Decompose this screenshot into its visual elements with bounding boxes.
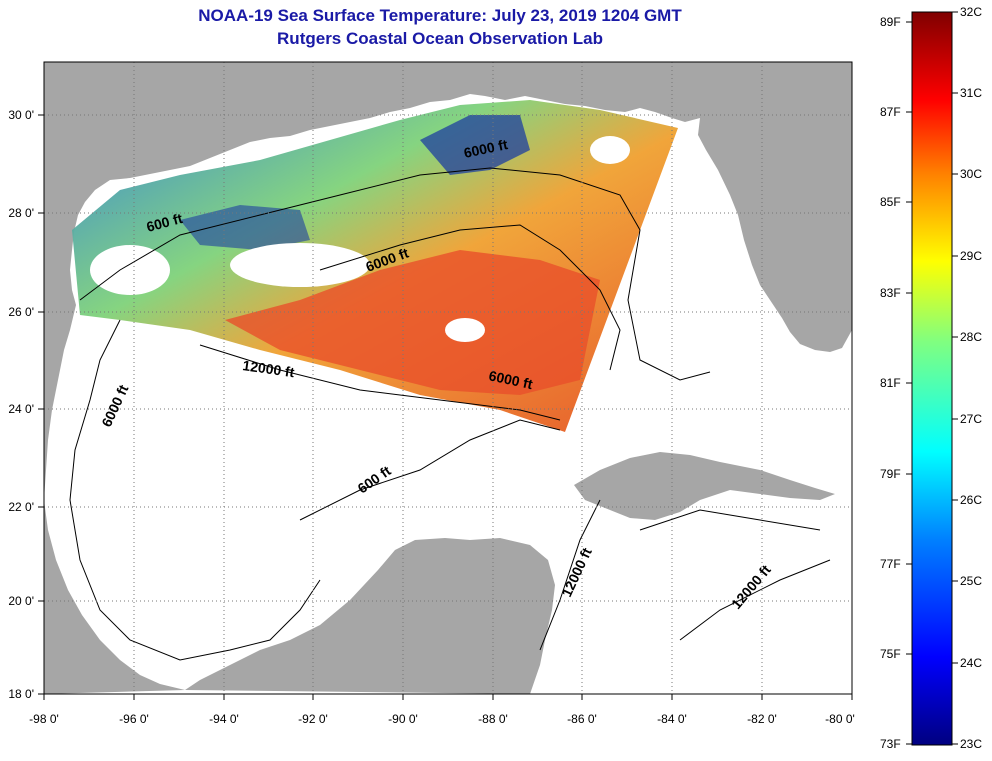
land-florida bbox=[698, 66, 852, 352]
colorbar-label-c: 28C bbox=[960, 330, 982, 344]
colorbar-label-c: 29C bbox=[960, 249, 982, 263]
colorbar-label-c: 23C bbox=[960, 737, 982, 751]
lat-label: 30 0' bbox=[8, 108, 34, 122]
contour-12000ft bbox=[679, 559, 831, 641]
contour-600ft bbox=[79, 167, 711, 381]
colorbar-label-c: 31C bbox=[960, 86, 982, 100]
contour-600ft bbox=[299, 419, 561, 521]
colorbar-label-f: 77F bbox=[880, 557, 901, 571]
cloud-gap bbox=[445, 318, 485, 342]
lat-label: 26 0' bbox=[8, 305, 34, 319]
colorbar bbox=[911, 11, 953, 746]
lat-label: 18 0' bbox=[8, 687, 34, 701]
latitude-labels: 30 0' 28 0' 26 0' 24 0' 22 0' 20 0' 18 0… bbox=[8, 108, 34, 701]
chart-title: NOAA-19 Sea Surface Temperature: July 23… bbox=[198, 6, 682, 25]
colorbar-label-f: 75F bbox=[880, 647, 901, 661]
sst-cool-nearshore bbox=[420, 115, 530, 175]
contour-label: 12000 ft bbox=[242, 357, 296, 380]
colorbar-label-f: 73F bbox=[880, 737, 901, 751]
cloud-gap bbox=[90, 245, 170, 295]
contour-12000ft bbox=[199, 344, 561, 421]
lon-label: -84 0' bbox=[657, 712, 687, 726]
lon-label: -92 0' bbox=[298, 712, 328, 726]
contour-6000ft bbox=[319, 224, 621, 371]
chart-subtitle: Rutgers Coastal Ocean Observation Lab bbox=[277, 29, 603, 48]
colorbar-label-c: 32C bbox=[960, 5, 982, 19]
map-frame bbox=[43, 61, 853, 695]
map-gridlines bbox=[44, 62, 852, 694]
colorbar-label-f: 81F bbox=[880, 376, 901, 390]
lon-label: -94 0' bbox=[209, 712, 239, 726]
colorbar-label-c: 25C bbox=[960, 574, 982, 588]
lon-label: -96 0' bbox=[119, 712, 149, 726]
lon-label: -80 0' bbox=[825, 712, 855, 726]
lon-label: -86 0' bbox=[567, 712, 597, 726]
colorbar-label-c: 27C bbox=[960, 412, 982, 426]
colorbar-label-c: 26C bbox=[960, 493, 982, 507]
colorbar-ticks bbox=[906, 11, 958, 745]
axis-ticks bbox=[38, 114, 853, 700]
colorbar-label-f: 85F bbox=[880, 195, 901, 209]
bathymetry-contours bbox=[69, 167, 831, 661]
colorbar-celsius-labels: 32C 31C 30C 29C 28C 27C 26C 25C 24C 23C bbox=[960, 5, 982, 751]
lat-label: 20 0' bbox=[8, 594, 34, 608]
colorbar-label-f: 87F bbox=[880, 105, 901, 119]
cloud-gap bbox=[590, 136, 630, 164]
colorbar-fahrenheit-labels: 89F 87F 85F 83F 81F 79F 77F 75F 73F bbox=[880, 15, 901, 751]
contour-12000ft bbox=[539, 499, 601, 651]
land-mexico bbox=[44, 500, 185, 694]
lon-label: -82 0' bbox=[747, 712, 777, 726]
lat-label: 28 0' bbox=[8, 206, 34, 220]
lat-label: 24 0' bbox=[8, 402, 34, 416]
cloud-gap bbox=[230, 243, 370, 287]
lat-label: 22 0' bbox=[8, 500, 34, 514]
lon-label: -90 0' bbox=[388, 712, 418, 726]
land-cuba bbox=[574, 452, 835, 520]
colorbar-label-c: 24C bbox=[960, 656, 982, 670]
contour-600ft bbox=[639, 509, 821, 531]
colorbar-label-f: 79F bbox=[880, 467, 901, 481]
land-yucatan bbox=[185, 538, 555, 694]
colorbar-label-f: 83F bbox=[880, 286, 901, 300]
longitude-labels: -98 0' -96 0' -94 0' -92 0' -90 0' -88 0… bbox=[29, 712, 855, 726]
colorbar-label-c: 30C bbox=[960, 167, 982, 181]
contour-6000ft bbox=[69, 319, 321, 661]
sst-warm-core bbox=[225, 250, 600, 395]
lon-label: -88 0' bbox=[478, 712, 508, 726]
lon-label: -98 0' bbox=[29, 712, 59, 726]
sst-cool-nearshore bbox=[180, 205, 310, 250]
colorbar-label-f: 89F bbox=[880, 15, 901, 29]
